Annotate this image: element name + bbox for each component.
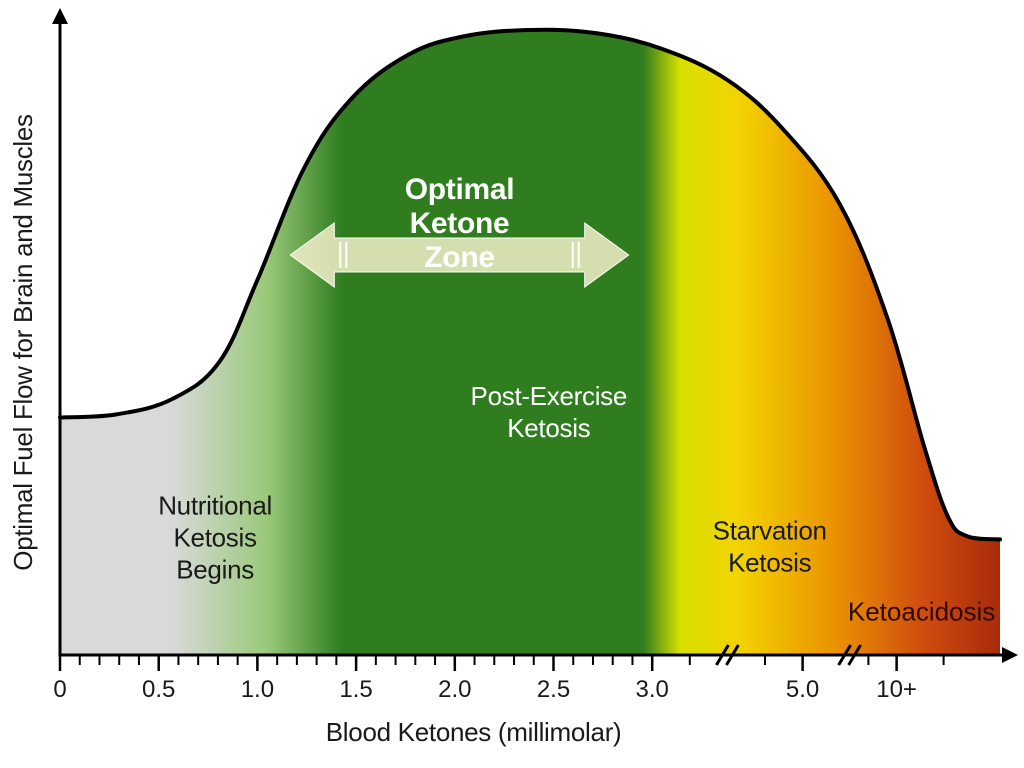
ketone-zone-chart: 0 0.5 1.0 1.5 2.0 2.5 3.0 5.0 10+ Blood Ketones …: [0, 0, 1024, 768]
x-tick-label: 10+: [876, 676, 917, 703]
chart-svg: 0 0.5 1.0 1.5 2.0 2.5 3.0 5.0 10+ Blood Ketones …: [0, 0, 1024, 768]
x-tick-label: 2.0: [438, 676, 471, 703]
x-tick-label: 3.0: [636, 676, 669, 703]
x-ticks: 0 0.5 1.0 1.5 2.0 2.5 3.0 5.0 10+: [53, 655, 943, 703]
x-axis-label: Blood Ketones (millimolar): [326, 717, 622, 747]
x-tick-label: 1.0: [241, 676, 274, 703]
x-tick-label: 0: [53, 676, 66, 703]
ketoacidosis-label: Ketoacidosis: [848, 597, 995, 627]
x-tick-label: 0.5: [142, 676, 175, 703]
x-tick-label: 5.0: [786, 676, 819, 703]
x-tick-label: 1.5: [339, 676, 372, 703]
y-axis-label: Optimal Fuel Flow for Brain and Muscles: [8, 114, 38, 571]
x-tick-label: 2.5: [537, 676, 570, 703]
